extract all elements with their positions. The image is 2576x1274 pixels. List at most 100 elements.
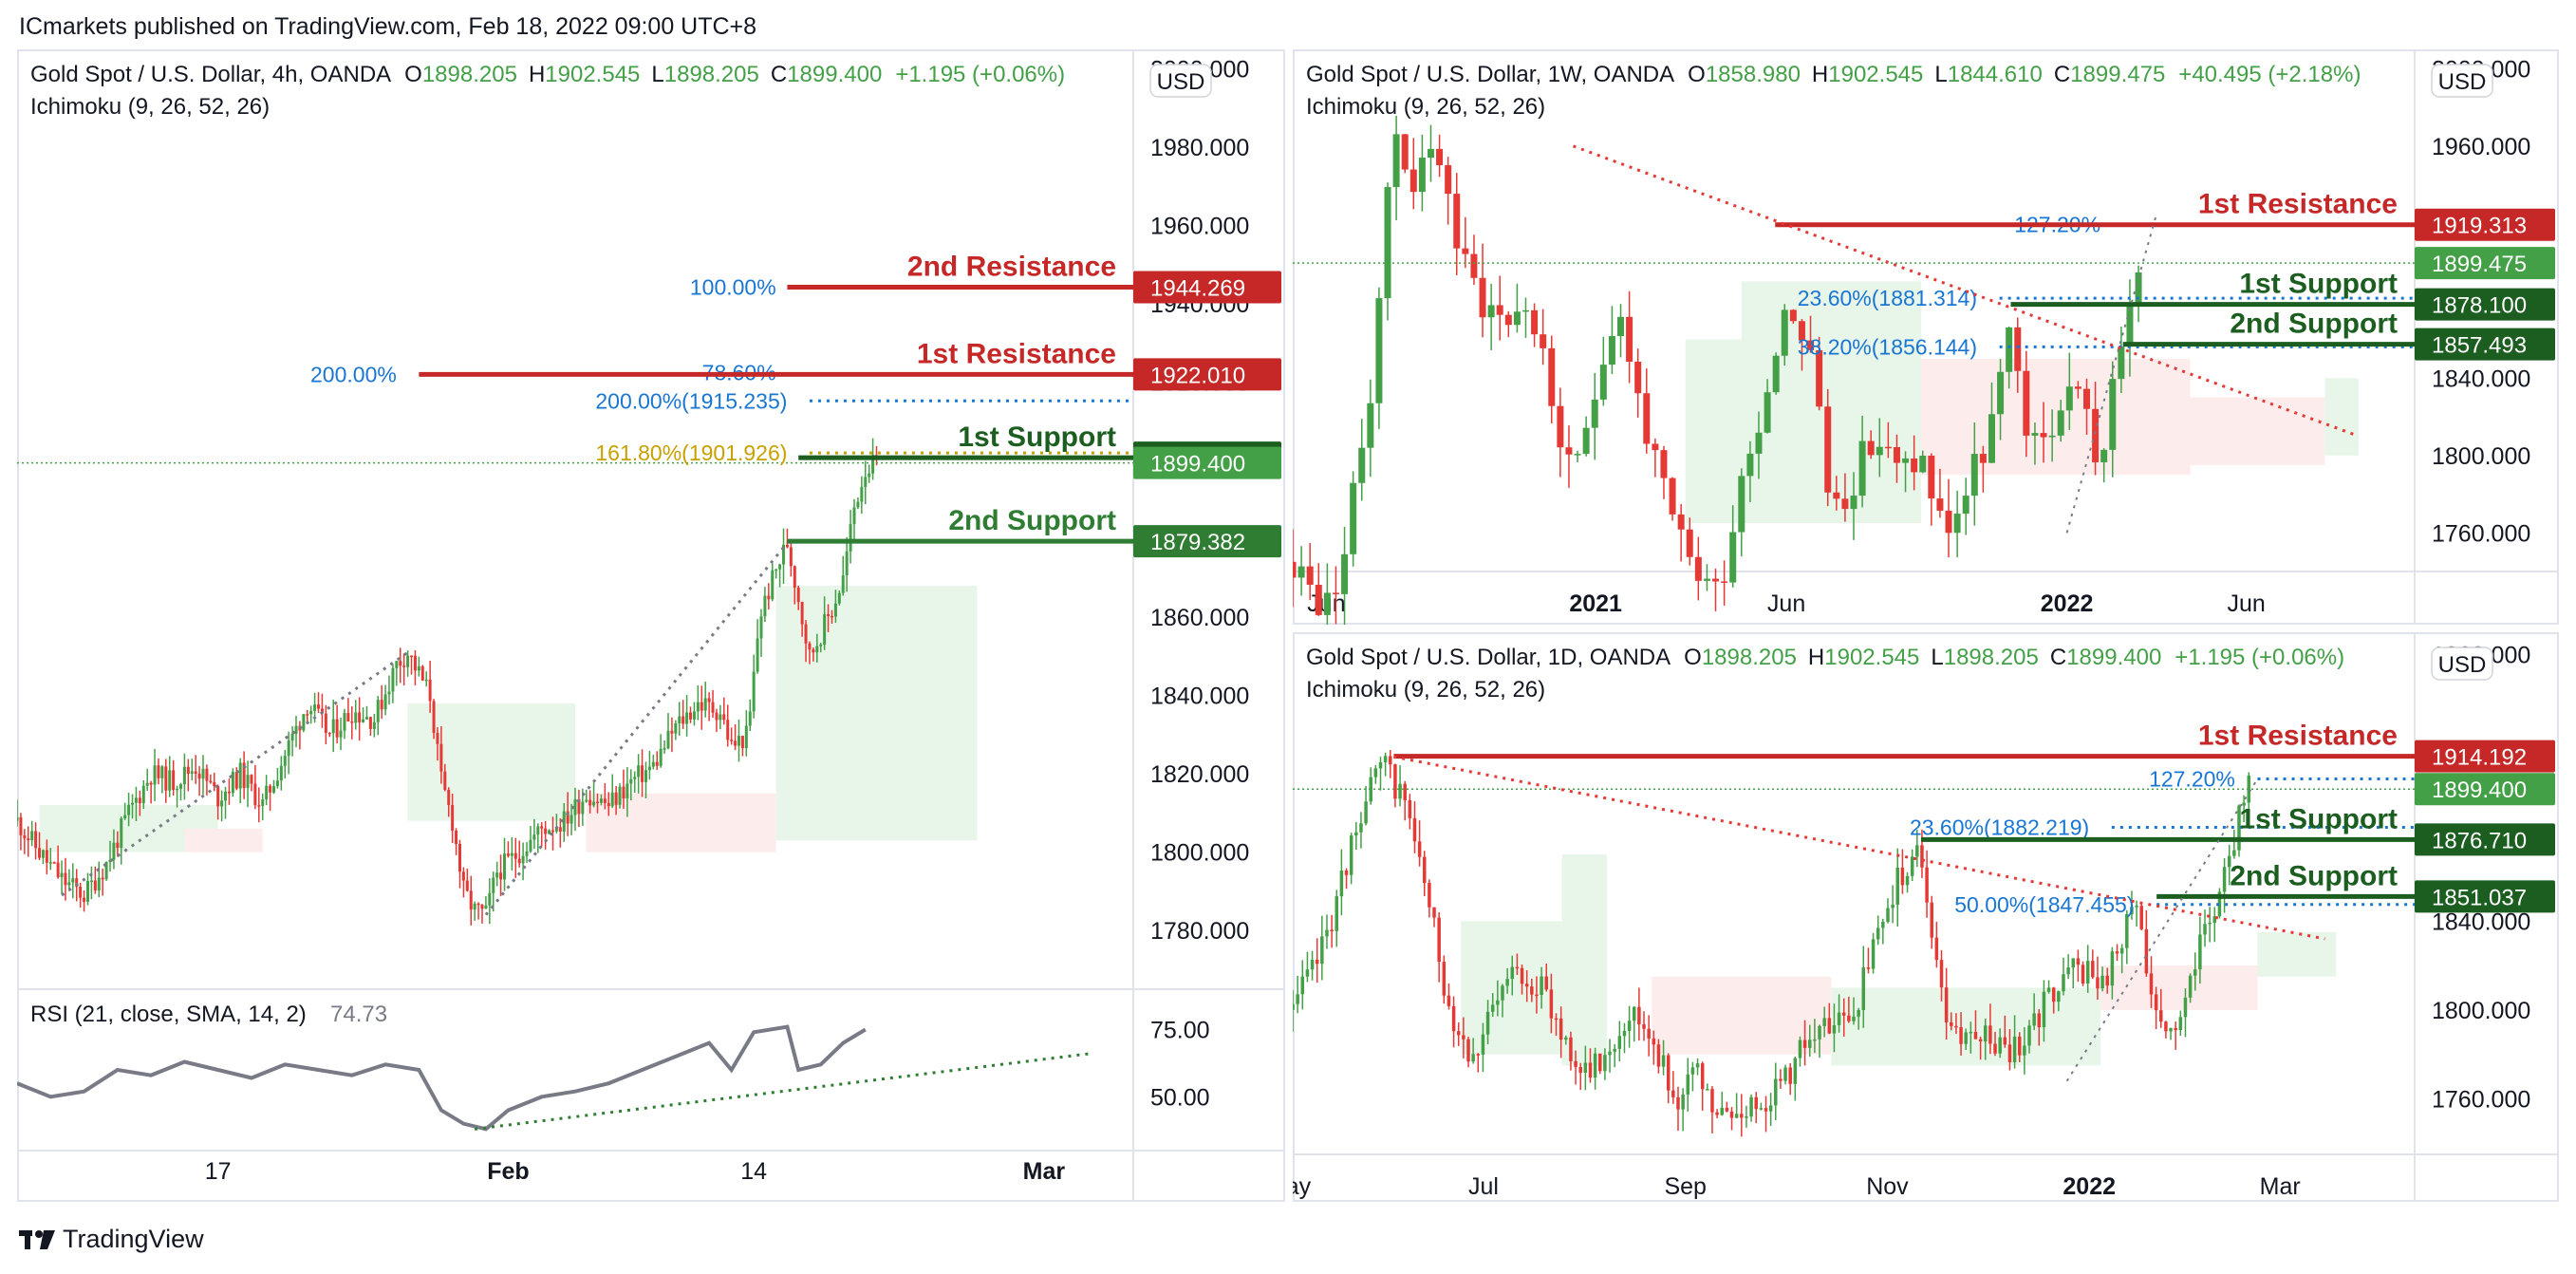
level-price-tag: [1133, 271, 1281, 304]
candle-body: [1970, 454, 1978, 496]
candle-body: [1816, 349, 1823, 407]
candle-body: [517, 858, 521, 864]
candle-body: [67, 882, 71, 886]
candle-body: [1403, 783, 1407, 800]
candle-body: [265, 785, 269, 800]
ohlc-label: O: [1684, 645, 1702, 670]
candle-body: [428, 679, 432, 702]
candle-body: [506, 853, 510, 856]
candle-body: [1700, 1063, 1705, 1090]
candle-body: [1886, 908, 1890, 923]
candle-body: [1436, 148, 1444, 166]
candle-body: [1706, 1089, 1709, 1091]
rsi-y-tick-label: 75.00: [1150, 1018, 1210, 1044]
candle-body: [131, 802, 135, 805]
candle-body: [2012, 1036, 2017, 1062]
candle-body: [513, 852, 517, 859]
candle-body: [2032, 1013, 2036, 1026]
candle-body: [868, 473, 871, 478]
candle-body: [2139, 906, 2143, 929]
candle-body: [793, 566, 796, 588]
candle-body: [1997, 371, 2005, 415]
candle-body: [134, 797, 138, 803]
candle-body: [2046, 987, 2051, 992]
ohlc-label: C: [2054, 62, 2070, 87]
candle-body: [1524, 984, 1529, 987]
chart-4h-panel[interactable]: 1780.000 1800.000 1820.000 1840.000 1860.000…: [17, 49, 1285, 1202]
candle-body: [1721, 581, 1728, 583]
ohlc-label: O: [404, 62, 422, 87]
fib-label: 200.00%(1915.235): [595, 388, 787, 413]
legend-backdrop: [1298, 642, 2363, 699]
candle-body: [1505, 979, 1509, 986]
candle-body: [1676, 1096, 1680, 1110]
candle-body: [104, 862, 108, 880]
candle-body: [592, 801, 596, 806]
candle-body: [871, 455, 875, 474]
candle-body: [1323, 592, 1331, 615]
tradingview-brand[interactable]: TradingView: [19, 1225, 204, 1254]
level-price-tag-text: 1851.037: [2432, 885, 2527, 910]
candle-body: [1979, 454, 1987, 463]
candle-body: [1384, 187, 1391, 299]
candle-body: [1535, 994, 1539, 997]
ohlc-label: C: [771, 62, 787, 87]
candle-body: [2023, 1045, 2026, 1056]
candle-body: [532, 834, 536, 840]
y-tick-label: 1800.000: [1150, 840, 1249, 867]
candle-body: [588, 799, 592, 806]
candle-body: [1745, 1116, 1748, 1118]
candle-body: [827, 614, 831, 616]
fib-label: 50.00%(1847.455): [1954, 892, 2134, 917]
candle-body: [346, 713, 350, 721]
candle-body: [1850, 496, 1857, 510]
candle-body: [56, 862, 60, 877]
ohlc-close: 1899.400: [2066, 645, 2161, 670]
candle-body: [1925, 867, 1929, 903]
candle-body: [2003, 1037, 2007, 1045]
candle-body: [1788, 1067, 1792, 1084]
ohlc-label: C: [2050, 645, 2066, 670]
chart-1w-panel[interactable]: 1760.0001800.0001840.0001960.0002000.000…: [1293, 49, 2559, 625]
candle-body: [2164, 1021, 2168, 1032]
candle-body: [1332, 592, 1339, 594]
candle-body: [250, 775, 253, 784]
chart-1d-panel[interactable]: 1760.0001800.0001840.0001960.000ayJulSep…: [1293, 632, 2559, 1202]
candle-body: [331, 719, 335, 734]
candle-body: [1988, 414, 1995, 463]
ohlc-label: L: [651, 62, 663, 87]
cloud-segment: [2190, 397, 2325, 465]
candle-body: [205, 768, 209, 781]
fib-label: 23.60%(1881.314): [1798, 286, 1977, 310]
candle-body: [1574, 1060, 1577, 1067]
candle-body: [1677, 514, 1685, 530]
candle-body: [1408, 799, 1412, 818]
ohlc-open: 1898.205: [422, 62, 517, 87]
candle-body: [201, 768, 205, 779]
candle-body: [722, 714, 726, 721]
candle-body: [763, 595, 767, 617]
candle-body: [633, 777, 637, 779]
candle-body: [1617, 1036, 1622, 1049]
candle-body: [670, 730, 674, 734]
candle-body: [1652, 1039, 1656, 1045]
candle-body: [1300, 976, 1305, 995]
candle-body: [1588, 1062, 1593, 1078]
candle-body: [1559, 1018, 1563, 1040]
rsi-y-tick-label: 50.00: [1150, 1084, 1210, 1111]
candle-body: [2109, 379, 2117, 450]
candle-body: [1427, 148, 1434, 159]
cloud-segment: [1920, 358, 2191, 476]
candle-body: [1544, 976, 1548, 990]
current-price-tag: [1133, 446, 1281, 479]
candle-body: [2031, 433, 2039, 436]
candle-body: [778, 564, 782, 570]
candle-body: [737, 736, 740, 746]
candle-body: [625, 783, 629, 799]
candle-body: [1647, 1028, 1651, 1040]
candle-body: [1690, 1067, 1695, 1075]
candle-body: [1911, 458, 1918, 473]
candle-body: [1779, 1078, 1783, 1081]
candle-body: [562, 811, 566, 832]
candle-body: [1476, 1054, 1481, 1056]
